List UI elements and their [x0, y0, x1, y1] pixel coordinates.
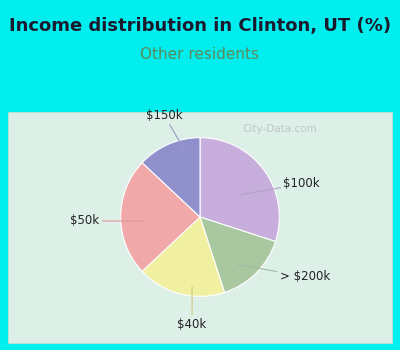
Text: Other residents: Other residents: [140, 47, 260, 62]
Text: City-Data.com: City-Data.com: [243, 125, 317, 134]
Text: $150k: $150k: [146, 109, 186, 152]
Text: $40k: $40k: [178, 287, 207, 331]
Wedge shape: [200, 217, 276, 293]
Wedge shape: [121, 163, 200, 271]
Wedge shape: [200, 138, 279, 242]
Text: $50k: $50k: [70, 215, 144, 228]
Text: Income distribution in Clinton, UT (%): Income distribution in Clinton, UT (%): [9, 17, 391, 35]
Text: > $200k: > $200k: [238, 265, 330, 283]
Wedge shape: [142, 217, 224, 296]
Text: $100k: $100k: [241, 177, 320, 195]
Wedge shape: [142, 138, 200, 217]
